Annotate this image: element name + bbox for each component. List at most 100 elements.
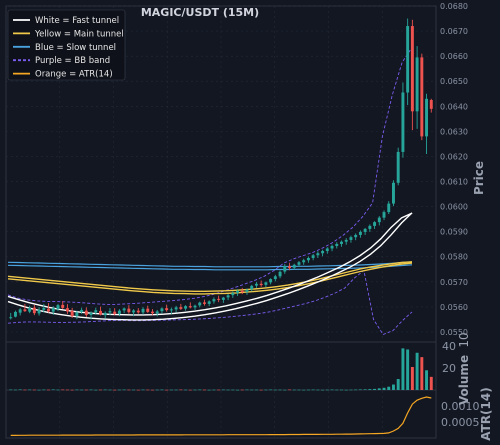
candle-body [47, 308, 50, 312]
volume-bar [42, 389, 46, 391]
volume-bar [321, 389, 325, 391]
candle-body [425, 98, 429, 137]
candle-body [363, 228, 367, 232]
candle-body [32, 307, 36, 314]
price-tick-label: 0.0600 [440, 203, 468, 212]
volume-bar [387, 386, 391, 390]
volume-bar [420, 357, 424, 390]
candle-body [283, 266, 287, 272]
candle-body [184, 306, 188, 309]
candle-body [354, 234, 358, 238]
volume-bar [18, 389, 22, 391]
volume-bar [410, 367, 414, 390]
volume-bar [245, 389, 249, 391]
price-tick-label: 0.0620 [440, 152, 468, 161]
candle-body [401, 92, 405, 152]
volume-tick-label: 20 [442, 362, 456, 375]
price-tick-label: 0.0610 [440, 178, 468, 187]
volume-bar [193, 389, 197, 391]
price-tick-label: 0.0650 [440, 77, 468, 86]
volume-bar [65, 389, 69, 391]
candle-body [382, 212, 386, 218]
candle-body [132, 310, 136, 313]
candle-body [207, 301, 211, 304]
candle-body [406, 26, 410, 93]
volume-bar [99, 389, 102, 391]
legend-label: Orange = ATR(14) [35, 70, 113, 80]
price-tick-label: 0.0560 [440, 303, 468, 312]
candle-body [188, 306, 192, 308]
volume-bar [349, 389, 353, 391]
volume-bar [278, 389, 282, 391]
volume-bar [344, 389, 348, 391]
candle-body [9, 317, 13, 319]
volume-bar [406, 349, 410, 390]
volume-bar [297, 389, 301, 391]
volume-bar [179, 389, 183, 391]
volume-exponent-label: 10 [457, 332, 471, 347]
volume-layer [9, 348, 433, 391]
volume-bar [47, 389, 50, 391]
volume-bar [184, 389, 188, 391]
volume-bar [269, 389, 273, 391]
volume-bar [37, 389, 41, 391]
candle-body [311, 255, 315, 258]
candle-body [122, 308, 126, 311]
candle-body [387, 203, 391, 213]
slow-tunnel-line [7, 261, 413, 268]
volume-bar [221, 389, 225, 391]
candle-body [136, 310, 140, 313]
candle-body [250, 285, 254, 290]
volume-bar [23, 389, 27, 391]
volume-bar [226, 389, 230, 391]
volume-bar [288, 389, 291, 391]
volume-bar [273, 389, 277, 391]
volume-bar [202, 389, 206, 391]
volume-bar [212, 389, 216, 391]
price-axis-label: Price [472, 161, 486, 195]
volume-bar [358, 389, 362, 391]
candle-body [103, 312, 107, 316]
volume-bar [415, 352, 419, 390]
volume-bar [61, 389, 65, 391]
candle-body [368, 225, 372, 229]
price-tick-label: 0.0680 [440, 2, 468, 11]
candle-body [42, 307, 46, 310]
volume-bar [56, 389, 60, 391]
volume-bar [174, 389, 178, 391]
volume-bar [401, 348, 405, 390]
candle-body [278, 271, 282, 277]
candle-body [61, 304, 65, 308]
volume-bar [127, 389, 131, 391]
candle-body [410, 26, 414, 112]
candle-body [429, 100, 433, 109]
candle-body [373, 222, 377, 226]
candle-body [179, 307, 183, 309]
volume-bar [141, 389, 145, 391]
candle-body [415, 57, 419, 112]
candle-body [99, 310, 102, 315]
volume-bar [155, 389, 159, 391]
candle-body [94, 310, 98, 313]
volume-bar [316, 389, 320, 391]
candle-body [75, 312, 79, 317]
volume-bar [84, 389, 88, 391]
legend-label: Purple = BB band [35, 56, 110, 66]
price-tick-label: 0.0640 [440, 102, 468, 111]
volume-bar [354, 389, 358, 391]
volume-bar [198, 389, 202, 391]
volume-bar [425, 370, 429, 390]
volume-bar [151, 389, 154, 391]
candle-body [165, 308, 169, 311]
volume-bar [217, 389, 221, 391]
candle-body [321, 250, 325, 254]
volume-bar [254, 389, 258, 391]
candle-body [306, 258, 310, 261]
candle-body [240, 290, 244, 293]
candle-body [151, 311, 154, 314]
volume-bar [89, 389, 93, 391]
volume-bar [335, 389, 339, 391]
bb-upper-line [7, 47, 413, 305]
candle-body [420, 57, 424, 137]
volume-bar [330, 389, 334, 391]
